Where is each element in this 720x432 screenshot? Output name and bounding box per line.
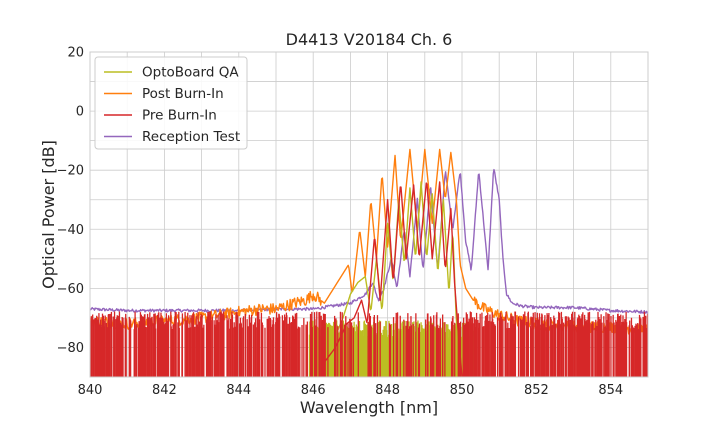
series-layer [90,148,648,377]
x-axis-ticks: 840 842 844 846 848 850 852 854 [78,383,624,398]
x-tick-label: 844 [226,383,251,398]
legend-label: Reception Test [142,129,240,145]
y-tick-label: 20 [67,46,84,61]
legend-box [94,56,248,150]
y-tick-label: −80 [57,341,84,356]
legend: OptoBoard QA Post Burn-In Pre Burn-In Recep… [94,56,248,150]
x-tick-label: 846 [301,383,326,398]
plot-frame [89,51,649,378]
x-tick-label: 840 [78,383,103,398]
x-tick-label: 842 [152,383,177,398]
y-axis-ticks: 20 0 −20 −40 −60 −80 [57,46,84,356]
x-tick-label: 854 [598,383,623,398]
y-tick-label: −20 [57,164,84,179]
x-tick-label: 852 [524,383,549,398]
series-line-2 [323,181,463,377]
legend-label: Post Burn-In [142,86,224,102]
y-axis-label: Optical Power [dB] [39,140,58,289]
x-tick-label: 848 [375,383,400,398]
x-axis-label: Wavelength [nm] [300,398,438,417]
y-tick-label: −40 [57,223,84,238]
x-tick-label: 850 [450,383,475,398]
legend-label: Pre Burn-In [142,108,217,124]
series-line-3 [90,168,648,315]
y-tick-label: 0 [76,105,84,120]
legend-label: OptoBoard QA [142,65,239,81]
y-tick-label: −60 [57,282,84,297]
chart-title: D4413 V20184 Ch. 6 [286,30,453,49]
